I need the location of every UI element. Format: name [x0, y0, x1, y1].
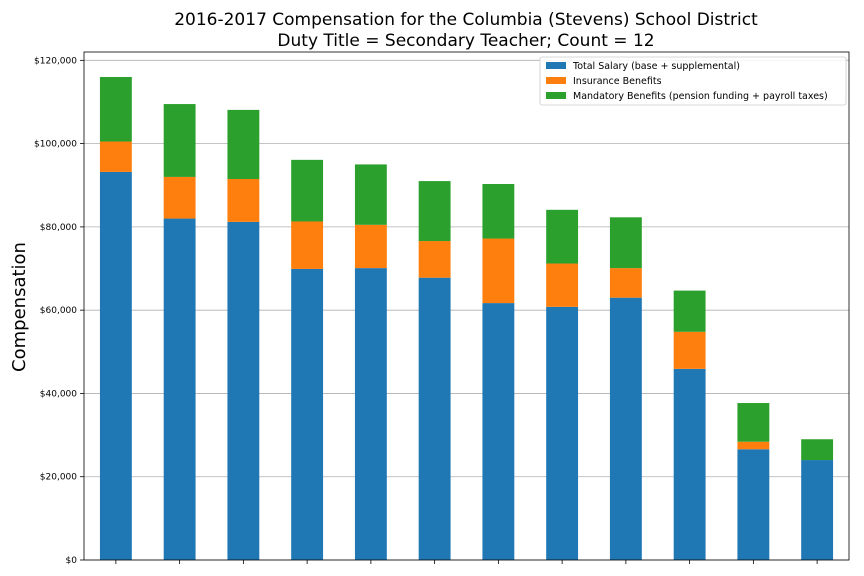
bar-segment-1	[227, 221, 260, 560]
bar-segment-3	[801, 439, 834, 461]
bar-segment-1	[354, 268, 387, 560]
bar-segment-3	[737, 403, 770, 442]
bar-segment-2	[99, 141, 132, 172]
bar-segment-2	[163, 176, 196, 219]
bar-segment-3	[673, 290, 706, 332]
legend-entry: Mandatory Benefits (pension funding + pa…	[573, 91, 828, 102]
legend: Total Salary (base + supplemental) Insura…	[539, 56, 847, 106]
legend-swatch	[546, 92, 566, 99]
bar-segment-1	[418, 277, 451, 560]
bar-segment-3	[482, 183, 515, 239]
y-tick-label: $60,000	[40, 306, 77, 316]
bar-segment-3	[291, 159, 324, 222]
bar-segment-2	[737, 441, 770, 450]
legend-entry: Total Salary (base + supplemental)	[572, 61, 740, 72]
legend-entry: Insurance Benefits	[573, 76, 662, 87]
bar-segment-2	[291, 221, 324, 269]
chart-title: 2016-2017 Compensation for the Columbia …	[174, 10, 758, 30]
bar-segment-1	[609, 297, 642, 560]
bar-segment-3	[418, 181, 451, 242]
plot-frame	[83, 51, 850, 561]
bar-segment-2	[227, 179, 260, 222]
bars	[99, 76, 834, 560]
legend-box	[539, 56, 847, 106]
y-tick-label: $80,000	[40, 223, 77, 233]
axes: $0 $20,000 $40,000 $60,000 $80,000 $100,000 $1…	[34, 51, 850, 566]
bar-segment-3	[546, 209, 579, 264]
bar-segment-3	[354, 164, 387, 225]
bar-segment-2	[673, 331, 706, 369]
y-tick-label: $0	[66, 556, 78, 566]
legend-swatch	[546, 62, 566, 69]
bar-segment-2	[546, 263, 579, 307]
bar-segment-1	[291, 268, 324, 560]
y-axis-label: Compensation	[9, 242, 30, 372]
bar-segment-2	[609, 268, 642, 298]
bar-segment-2	[482, 238, 515, 304]
y-tick-label: $20,000	[40, 473, 77, 483]
bar-segment-1	[546, 306, 579, 560]
bar-segment-3	[609, 217, 642, 269]
chart-subtitle: Duty Title = Secondary Teacher; Count = …	[277, 31, 654, 51]
bar-segment-1	[737, 449, 770, 560]
y-tick-label: $120,000	[34, 56, 77, 66]
legend-swatch	[546, 77, 566, 84]
bar-segment-3	[99, 76, 132, 142]
bar-segment-1	[673, 368, 706, 560]
y-tick-label: $40,000	[40, 389, 77, 399]
bar-segment-1	[163, 218, 196, 560]
bar-segment-1	[482, 303, 515, 560]
bar-segment-1	[99, 171, 132, 560]
y-tick-label: $100,000	[34, 140, 77, 150]
bar-segment-3	[227, 109, 260, 179]
bar-segment-1	[801, 460, 834, 560]
gridlines	[84, 59, 849, 561]
bar-segment-3	[163, 104, 196, 177]
bar-segment-2	[354, 224, 387, 269]
bar-segment-2	[418, 241, 451, 278]
